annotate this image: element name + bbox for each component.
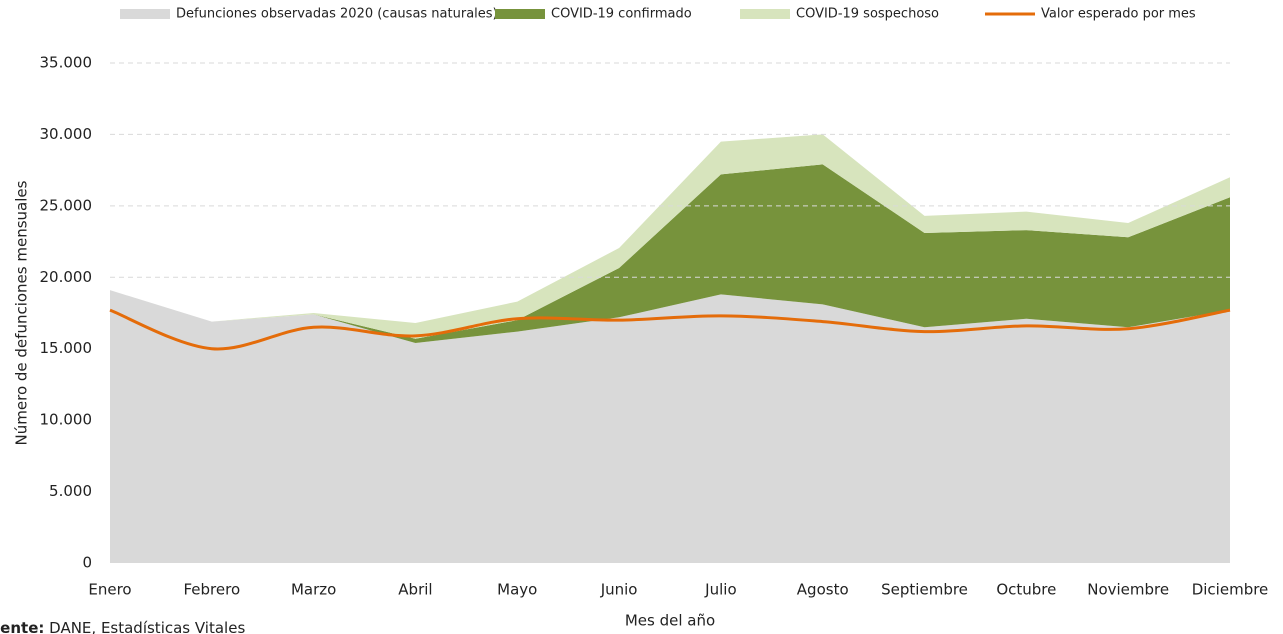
- area: [110, 164, 1230, 343]
- line: [109, 308, 1231, 351]
- y-tick-label: 25.000: [40, 196, 93, 214]
- legend-label: Defunciones observadas 2020 (causas natu…: [176, 7, 498, 22]
- x-tick-label: Mayo: [497, 581, 537, 599]
- x-tick-label: Julio: [704, 581, 736, 599]
- x-tick-label: Noviembre: [1087, 581, 1169, 599]
- source-label: Fuente:: [0, 619, 44, 634]
- x-tick-label: Octubre: [996, 581, 1056, 599]
- area: [110, 290, 1230, 563]
- legend-label: Valor esperado por mes: [1041, 7, 1196, 22]
- y-tick-label: 10.000: [40, 411, 93, 429]
- x-tick-label: Abril: [398, 581, 432, 599]
- x-tick-label: Junio: [600, 581, 638, 599]
- x-tick-label: Febrero: [183, 581, 240, 599]
- y-tick-label: 5.000: [49, 482, 92, 500]
- y-tick-label: 30.000: [40, 125, 93, 143]
- y-tick-label: 20.000: [40, 268, 93, 286]
- legend-label: COVID-19 confirmado: [551, 7, 692, 22]
- source: Fuente: DANE, Estadísticas Vitales: [0, 619, 245, 634]
- x-tick-label: Marzo: [291, 581, 336, 599]
- legend-swatch: [740, 9, 790, 19]
- areas: [110, 134, 1230, 563]
- x-tick-label: Septiembre: [881, 581, 968, 599]
- y-tick-label: 15.000: [40, 339, 93, 357]
- legend-label: COVID-19 sospechoso: [796, 7, 939, 22]
- y-axis-title: Número de defunciones mensuales: [13, 180, 31, 445]
- source-text: DANE, Estadísticas Vitales: [49, 619, 245, 634]
- x-axis-title: Mes del año: [625, 612, 715, 630]
- x-tick-label: Enero: [88, 581, 131, 599]
- y-tick-label: 0: [82, 554, 92, 572]
- y-tick-label: 35.000: [40, 54, 93, 72]
- x-tick-label: Agosto: [797, 581, 849, 599]
- legend-swatch: [495, 9, 545, 19]
- legend-swatch: [120, 9, 170, 19]
- x-tick-label: Diciembre: [1192, 581, 1269, 599]
